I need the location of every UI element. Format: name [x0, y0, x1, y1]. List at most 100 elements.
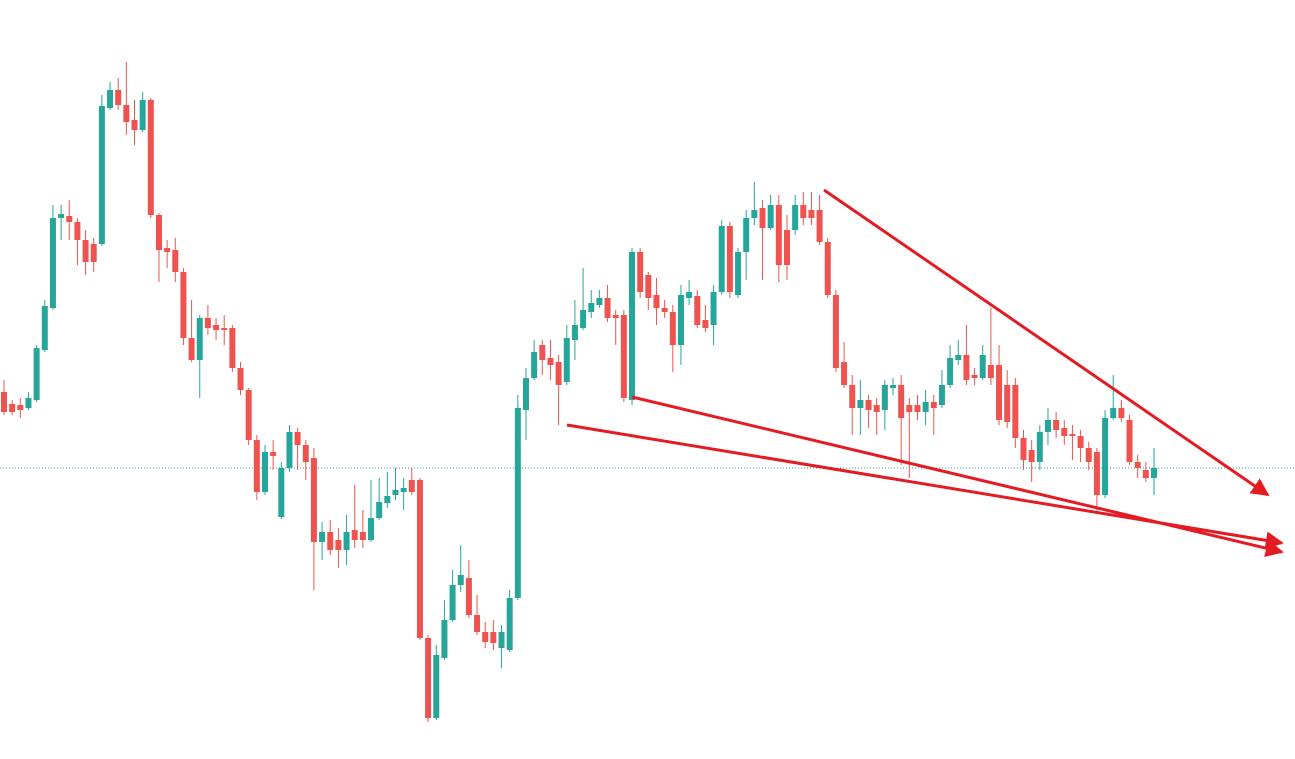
candle-body [1, 392, 7, 412]
candle-body [506, 598, 513, 650]
candle-body [425, 638, 432, 718]
candle-body [596, 298, 603, 305]
candle-body [408, 480, 415, 492]
candle-body [147, 100, 154, 215]
candle-body [123, 105, 130, 122]
candle-body [457, 575, 464, 585]
candle-body [1036, 432, 1043, 462]
candle-body [351, 530, 358, 540]
candle-body [294, 432, 301, 445]
candle-body [824, 242, 831, 295]
candle-body [710, 292, 717, 325]
candle-body [832, 295, 839, 368]
candle-body [474, 615, 481, 632]
candle-body [743, 218, 750, 252]
candles [0, 62, 1295, 722]
candle-body [400, 488, 407, 492]
candle-body [669, 312, 676, 345]
candle-body [620, 315, 627, 398]
candle-body [237, 368, 244, 390]
candle-body [131, 120, 138, 130]
candle-body [384, 496, 391, 503]
candle-body [914, 405, 921, 412]
candle-body [759, 208, 766, 228]
candle-body [1142, 470, 1149, 478]
candle-body [1093, 452, 1100, 495]
candle-body [645, 275, 652, 298]
candle-body [441, 620, 448, 658]
candle-body [490, 632, 497, 643]
candle-body [1012, 385, 1019, 438]
candle-body [514, 408, 521, 598]
candle-body [783, 230, 790, 265]
candle-body [865, 400, 872, 410]
candle-body [588, 303, 595, 312]
candle-body [74, 222, 81, 240]
candle-body [416, 480, 423, 638]
candle-body [604, 298, 611, 318]
candle-body [767, 205, 774, 228]
candle-body [1053, 420, 1060, 430]
candle-body [261, 452, 268, 492]
candle-body [204, 318, 211, 328]
candle-body [172, 250, 179, 272]
candle-body [930, 402, 937, 408]
candle-body [1044, 420, 1051, 432]
candle-body [1134, 462, 1141, 468]
candle-body [482, 632, 489, 642]
candle-body [987, 365, 994, 378]
trend-line [631, 395, 1284, 557]
candle-body [1004, 385, 1011, 422]
candle-body [653, 295, 660, 308]
candle-body [522, 378, 529, 410]
candle-body [1028, 450, 1035, 462]
candle-body [735, 252, 742, 295]
candle-body [278, 468, 285, 517]
candle-body [253, 440, 260, 492]
candle-body [449, 585, 456, 620]
candle-body [392, 490, 399, 495]
trend-line [566, 423, 1284, 550]
candle-body [66, 216, 73, 222]
candle-body [580, 310, 587, 328]
candle-body [718, 226, 725, 292]
candle-body [302, 445, 309, 462]
candle-body [857, 400, 864, 408]
candle-body [58, 214, 65, 218]
candle-body [25, 398, 32, 408]
candle-body [612, 315, 619, 318]
candle-body [906, 405, 913, 412]
candle-body [188, 338, 195, 360]
candle-body [465, 578, 472, 615]
candle-body [164, 248, 171, 252]
candle-body [873, 405, 880, 412]
candle-body [376, 502, 383, 518]
candle-body [979, 355, 986, 378]
candle-body [115, 90, 122, 105]
candle-body [571, 325, 578, 340]
candle-body [229, 328, 236, 368]
candle-body [1020, 438, 1027, 460]
candle-body [327, 532, 334, 550]
candle-body [310, 458, 317, 542]
candle-body [881, 385, 888, 410]
candle-body [41, 306, 48, 350]
candle-body [637, 252, 644, 292]
candle-body [335, 540, 342, 550]
candle-body [898, 385, 905, 418]
candle-body [686, 292, 693, 298]
candle-body [139, 100, 146, 130]
candle-body [947, 358, 954, 385]
candle-body [555, 362, 562, 385]
candle-body [775, 205, 782, 265]
candle-body [996, 365, 1003, 420]
candle-body [1061, 428, 1068, 436]
candle-body [433, 655, 440, 718]
candle-body [368, 518, 375, 540]
candle-body [726, 226, 733, 292]
candle-body [661, 308, 668, 312]
candle-body [971, 375, 978, 378]
candle-body [792, 205, 799, 230]
